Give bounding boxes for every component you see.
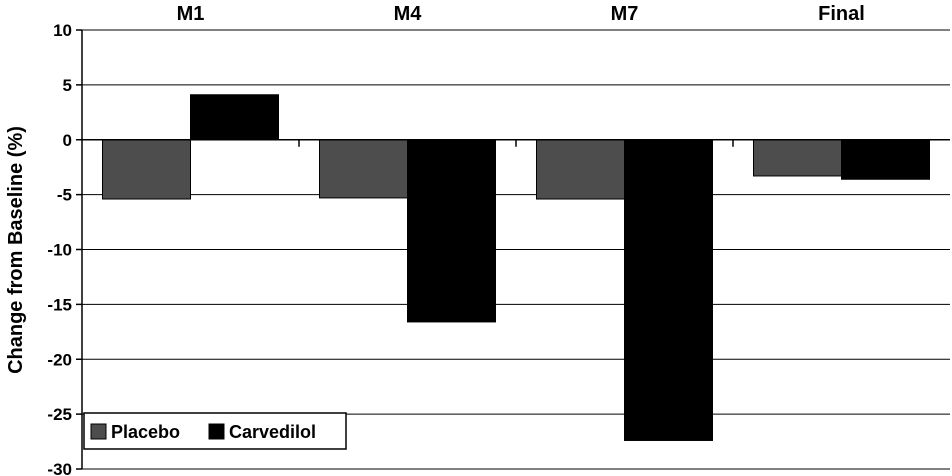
bar-carvedilol-final bbox=[841, 139, 930, 180]
bar-placebo-m1 bbox=[102, 139, 191, 200]
y-tick-label: -5 bbox=[57, 186, 72, 205]
labels: 10 5 0 -5 -10 -15 -20 -25 -30 M1 M4 M7 Final bbox=[47, 3, 864, 476]
category-label: M1 bbox=[177, 3, 205, 25]
legend-swatch-carvedilol bbox=[208, 423, 225, 440]
y-tick-label: 10 bbox=[53, 21, 72, 40]
bar-placebo-m7 bbox=[536, 139, 625, 200]
y-tick-label: -15 bbox=[47, 295, 72, 314]
bars bbox=[102, 94, 930, 441]
legend-label-carvedilol: Carvedilol bbox=[229, 422, 316, 442]
y-tick-label: 0 bbox=[63, 131, 72, 150]
bar-placebo-m4 bbox=[319, 139, 408, 199]
y-axis-title: Change from Baseline (%) bbox=[5, 126, 27, 374]
bar-carvedilol-m1 bbox=[190, 94, 279, 141]
bar-carvedilol-m7 bbox=[624, 139, 713, 441]
category-label: Final bbox=[818, 3, 865, 25]
y-tick-label: -25 bbox=[47, 405, 72, 424]
bar-placebo-final bbox=[753, 139, 842, 177]
y-tick-label: 5 bbox=[63, 76, 72, 95]
bar-carvedilol-m4 bbox=[407, 139, 496, 323]
category-label: M7 bbox=[611, 3, 639, 25]
y-tick-label: -30 bbox=[47, 460, 72, 476]
y-tick-label: -10 bbox=[47, 241, 72, 260]
legend-label-placebo: Placebo bbox=[111, 422, 180, 442]
legend-swatch-placebo bbox=[90, 423, 107, 440]
axes bbox=[76, 29, 950, 470]
category-label: M4 bbox=[394, 3, 423, 25]
y-tick-label: -20 bbox=[47, 350, 72, 369]
legend: Placebo Carvedilol bbox=[83, 412, 347, 450]
